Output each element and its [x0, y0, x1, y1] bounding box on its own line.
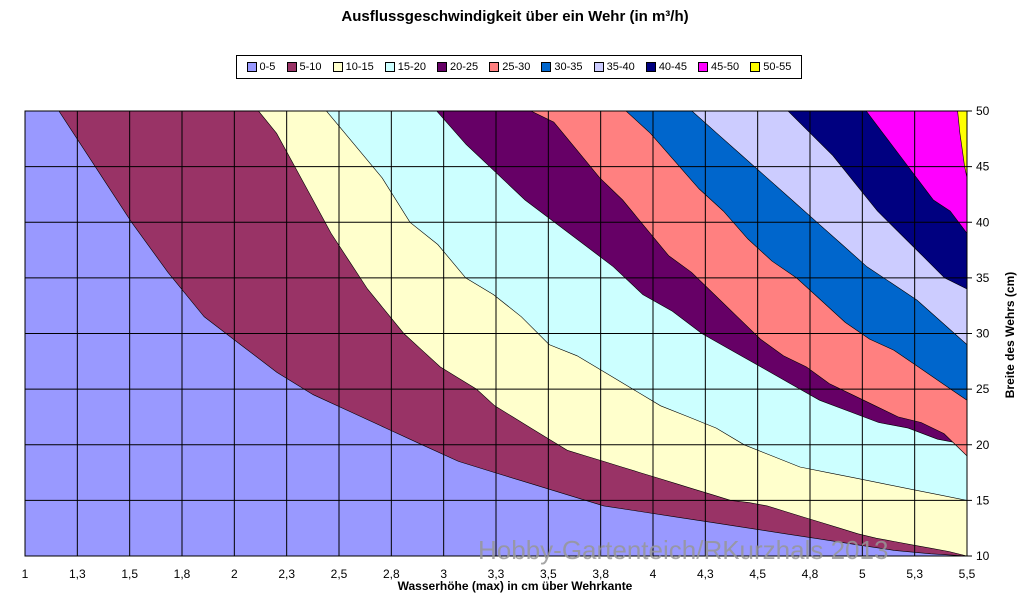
x-tick-label: 2,5 — [331, 567, 348, 581]
y-tick-label: 15 — [976, 493, 990, 507]
x-tick-label: 2,8 — [383, 567, 400, 581]
x-tick-labels: 1 1,3 1,5 1,8 2 2,3 2,5 2,8 3 3,3 3,5 3,8 4 4,3 4,5 4,8… — [22, 567, 976, 581]
legend-swatch — [645, 62, 656, 72]
watermark: Hobby-Gartenteich/RKurzhals 2013 — [478, 535, 889, 565]
legend-label: 40-45 — [658, 61, 687, 73]
x-tick-label: 3 — [440, 567, 447, 581]
legend-swatch — [541, 62, 552, 72]
legend-swatch — [750, 62, 761, 72]
legend-swatch — [286, 62, 297, 72]
y-tick-label: 40 — [976, 215, 990, 229]
y-axis-label: Breite des Wehrs (cm) — [1003, 271, 1017, 399]
x-tick-label: 5,5 — [959, 567, 976, 581]
legend-label: 20-25 — [450, 61, 479, 73]
x-tick-label: 3,8 — [592, 567, 609, 581]
y-tick-labels: 10 15 20 25 30 35 40 45 50 — [967, 104, 990, 563]
legend-label: 5-10 — [299, 61, 322, 73]
y-tick-label: 20 — [976, 438, 990, 452]
legend-item-15-20: 15-20 — [384, 61, 426, 73]
x-tick-label: 4,5 — [749, 567, 766, 581]
legend-label: 45-50 — [711, 61, 740, 73]
legend-item-5-10: 5-10 — [286, 61, 322, 73]
x-tick-label: 3,3 — [488, 567, 505, 581]
x-tick-label: 1,8 — [174, 567, 191, 581]
legend-label: 10-15 — [345, 61, 374, 73]
x-tick-label: 5,3 — [906, 567, 923, 581]
legend-item-20-25: 20-25 — [437, 61, 478, 73]
x-tick-label: 1 — [22, 567, 29, 581]
legend-item-0-5: 0-5 — [246, 61, 276, 73]
legend-label: 35-40 — [606, 61, 635, 73]
grid-lines — [24, 110, 968, 557]
x-tick-label: 4 — [650, 567, 657, 581]
legend-label: 25-30 — [502, 61, 531, 73]
chart-title: Ausflussgeschwindigkeit über ein Wehr (i… — [341, 8, 689, 25]
x-tick-label: 1,5 — [121, 567, 138, 581]
legend-item-50-55: 50-55 — [750, 61, 791, 73]
legend-item-25-30: 25-30 — [489, 61, 530, 73]
x-tick-label: 5 — [859, 567, 866, 581]
y-tick-label: 45 — [976, 160, 990, 174]
legend-swatch — [332, 62, 343, 72]
band-50-55 — [957, 111, 967, 556]
x-tick-label: 1,3 — [69, 567, 86, 581]
y-tick-label: 25 — [976, 382, 990, 396]
legend-swatch — [384, 62, 395, 72]
legend-swatch — [593, 62, 604, 72]
legend-item-35-40: 35-40 — [593, 61, 635, 73]
legend-swatch — [698, 62, 709, 72]
legend-swatch — [437, 62, 447, 72]
legend-label: 0-5 — [259, 61, 276, 73]
x-tick-label: 3,5 — [540, 567, 557, 581]
x-tick-label: 2 — [231, 567, 238, 581]
legend-item-40-45: 40-45 — [645, 61, 687, 73]
y-tick-label: 10 — [976, 549, 990, 563]
legend-label: 50-55 — [763, 61, 792, 73]
x-tick-label: 2,3 — [278, 567, 295, 581]
legend-item-30-35: 30-35 — [541, 61, 583, 73]
band-45-50 — [865, 111, 967, 556]
legend-label: 15-20 — [397, 61, 426, 73]
legend-item-45-50: 45-50 — [698, 61, 739, 73]
legend-item-10-15: 10-15 — [332, 61, 374, 73]
y-tick-label: 35 — [976, 271, 990, 285]
legend: 0-5 5-10 10-15 15-20 20-25 25-30 30-35 35-40 40-… — [236, 55, 802, 79]
legend-swatch — [246, 62, 257, 72]
x-axis-label: Wasserhöhe (max) in cm über Wehrkante — [397, 579, 633, 593]
y-tick-label: 30 — [976, 327, 990, 341]
legend-label: 30-35 — [554, 61, 583, 73]
legend-swatch — [489, 62, 500, 72]
y-tick-label: 50 — [976, 104, 990, 118]
x-tick-label: 4,8 — [802, 567, 819, 581]
x-tick-label: 4,3 — [697, 567, 714, 581]
